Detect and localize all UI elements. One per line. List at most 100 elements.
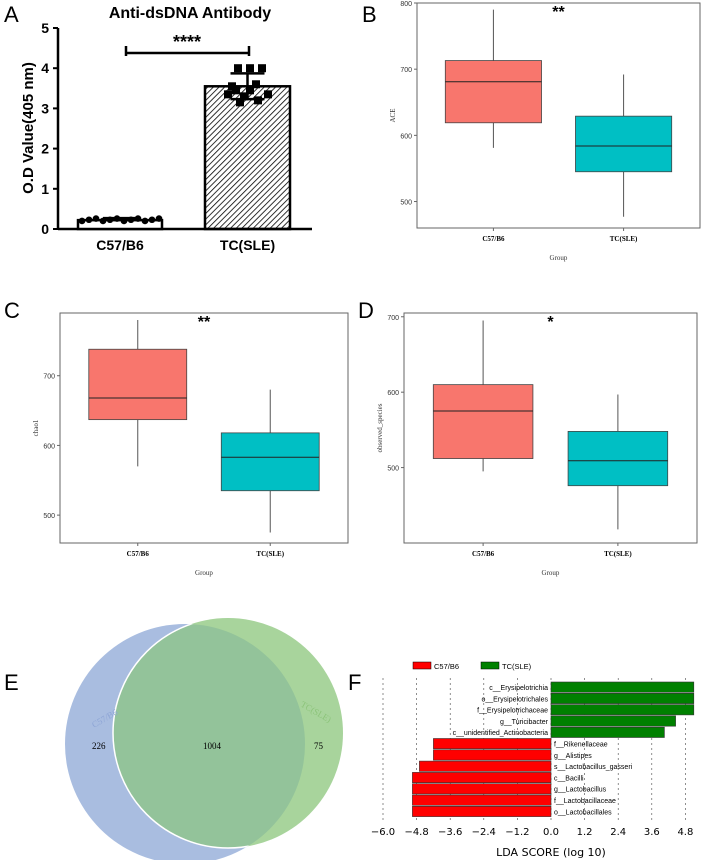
box (567, 430, 669, 487)
data-point (246, 64, 254, 73)
y-axis-label: ACE (389, 109, 397, 123)
data-point (106, 216, 114, 224)
bar-label: f__Rikenellaceae (554, 742, 608, 749)
x-tick-label: 1.2 (577, 827, 593, 838)
x-axis-label: Group (195, 569, 213, 577)
y-tick-label: 700 (400, 67, 412, 74)
lda-bar (550, 692, 695, 704)
data-point (246, 86, 254, 95)
x-tick-label: −6.0 (371, 827, 395, 838)
data-point (99, 217, 107, 225)
x-tick-label: TC(SLE) (220, 237, 275, 253)
panel-label: C (4, 298, 20, 323)
data-point (155, 215, 163, 222)
y-tick-label: 500 (43, 513, 55, 520)
data-point (236, 98, 244, 107)
y-tick-label: 600 (387, 390, 399, 397)
x-tick-label: 2.4 (610, 827, 626, 838)
bar-label: c__unidentified_Actinobacteria (453, 730, 548, 737)
data-point (264, 90, 272, 99)
x-tick-label: −3.6 (438, 827, 462, 838)
legend-label: TC(SLE) (502, 662, 532, 671)
plot-frame (59, 312, 349, 544)
lda-bar (412, 805, 552, 817)
bar-label: f__Erysipelotrichaceae (477, 708, 548, 715)
data-point (234, 64, 242, 73)
bar-label: c__Erysipelotrichia (489, 685, 548, 692)
lda-bar (412, 794, 552, 806)
y-tick-label: 800 (400, 1, 412, 8)
significance-label: * (547, 314, 554, 331)
venn-count-tc: 75 (314, 741, 324, 751)
y-tick-label: 500 (387, 466, 399, 473)
x-axis-label: Group (542, 569, 560, 577)
data-point (127, 216, 135, 224)
lda-bar (550, 726, 665, 738)
data-point (92, 215, 100, 222)
lda-bar (550, 704, 695, 716)
data-point (252, 80, 260, 89)
venn-count-c57: 226 (92, 741, 106, 751)
x-tick-label: C57/B6 (472, 550, 495, 558)
panel-label: F (348, 670, 361, 695)
bar-label: f__Lactobacillaceae (554, 798, 616, 805)
data-point (134, 215, 142, 222)
lda-bar (550, 681, 695, 693)
bar-label: c__Bacilli (554, 775, 584, 782)
box (220, 432, 320, 492)
y-tick-label: 700 (387, 315, 399, 322)
y-tick-label: 600 (43, 443, 55, 450)
significance-label: ** (552, 4, 565, 21)
x-tick-label: C57/B6 (127, 550, 150, 558)
bar-label: g__Alistipes (554, 753, 592, 760)
bar-label: o__Erysipelotrichales (481, 696, 548, 703)
data-point (224, 90, 232, 99)
lda-bar (412, 783, 552, 795)
x-tick-label: 0.0 (543, 827, 559, 838)
bar-label: o__Lactobacillales (554, 809, 612, 816)
bar-label: g__Turicibacter (500, 719, 549, 726)
bar (203, 85, 292, 231)
data-point (113, 215, 121, 222)
data-point (78, 217, 86, 225)
data-point (148, 216, 156, 224)
y-tick-label: 700 (43, 374, 55, 381)
data-point (120, 217, 128, 225)
legend-label: C57/B6 (434, 662, 459, 671)
lda-bar (412, 772, 552, 784)
y-tick-label: 0 (41, 221, 49, 237)
y-axis-label: observed_species (376, 403, 384, 452)
bar-label: g__Lactobacillus (554, 787, 607, 794)
x-tick-label: TC(SLE) (604, 550, 632, 558)
panel-label: A (4, 2, 19, 27)
data-point (258, 64, 266, 73)
data-point (228, 82, 236, 91)
y-tick-label: 4 (41, 60, 49, 76)
x-tick-label: 3.6 (644, 827, 660, 838)
x-tick-label: TC(SLE) (256, 550, 284, 558)
lda-bar (419, 760, 552, 772)
panel-label: D (358, 298, 374, 323)
panel-label: E (4, 670, 19, 695)
x-tick-label: −2.4 (472, 827, 496, 838)
error-bar (230, 72, 265, 101)
data-point (240, 92, 248, 101)
significance-label: **** (173, 32, 201, 52)
chart-title: Anti-dsDNA Antibody (109, 5, 271, 22)
y-axis-label: O.D Value(405 nm) (20, 62, 37, 194)
y-tick-label: 1 (41, 181, 49, 197)
data-point (85, 216, 93, 224)
lda-bar (433, 738, 552, 750)
y-tick-label: 2 (41, 141, 49, 157)
y-axis-label: chao1 (32, 419, 40, 436)
box (575, 115, 673, 173)
y-tick-label: 600 (400, 133, 412, 140)
box (444, 60, 542, 124)
x-tick-label: 4.8 (677, 827, 693, 838)
x-axis-label: LDA SCORE (log 10) (496, 846, 606, 859)
bar-label: s__Lactobacillus_gasseri (554, 764, 633, 771)
x-tick-label: −1.2 (505, 827, 529, 838)
venn-count-overlap: 1004 (203, 741, 222, 751)
